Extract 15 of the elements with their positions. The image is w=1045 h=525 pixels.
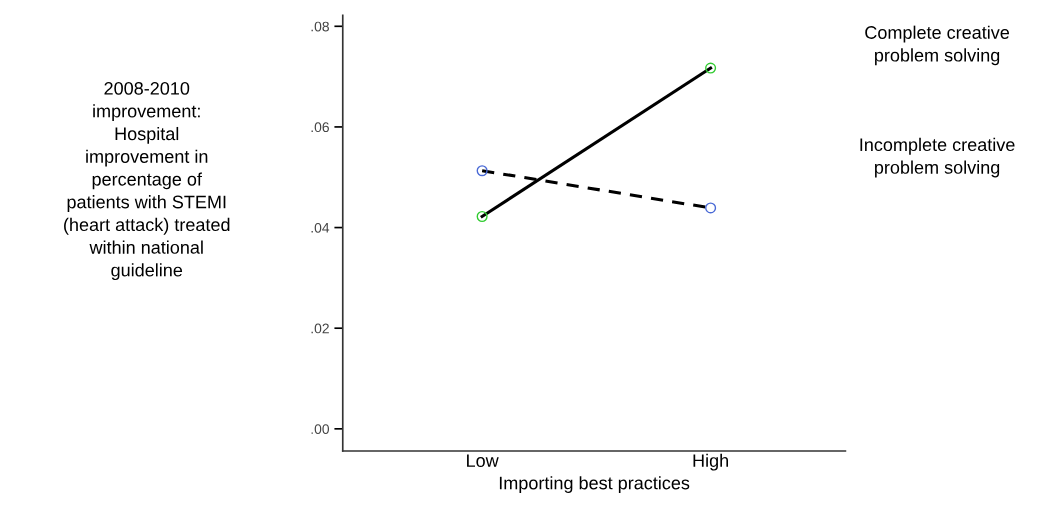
y-tick-label: .08	[311, 21, 329, 32]
text: 2008-2010 improvement: Hospital improvement in percentage of patients with STEMI (heart attack) treated within national guideline	[64, 81, 230, 281]
text: Incomplete creative problem solving	[860, 137, 1015, 178]
y-tick-label: .06	[311, 122, 329, 133]
y-tick-label: .02	[311, 323, 329, 334]
y-tick-label: .04	[311, 222, 330, 233]
point	[476, 165, 488, 177]
point	[705, 202, 717, 214]
text: Complete creative problem solving	[865, 25, 1010, 66]
x-tick-label: Low	[467, 454, 499, 468]
point	[705, 62, 717, 74]
point	[476, 210, 488, 223]
x-axis-title: Importing best practices	[499, 476, 690, 493]
y-tick-label: .00	[311, 424, 330, 434]
x-tick-label: High	[693, 453, 728, 471]
